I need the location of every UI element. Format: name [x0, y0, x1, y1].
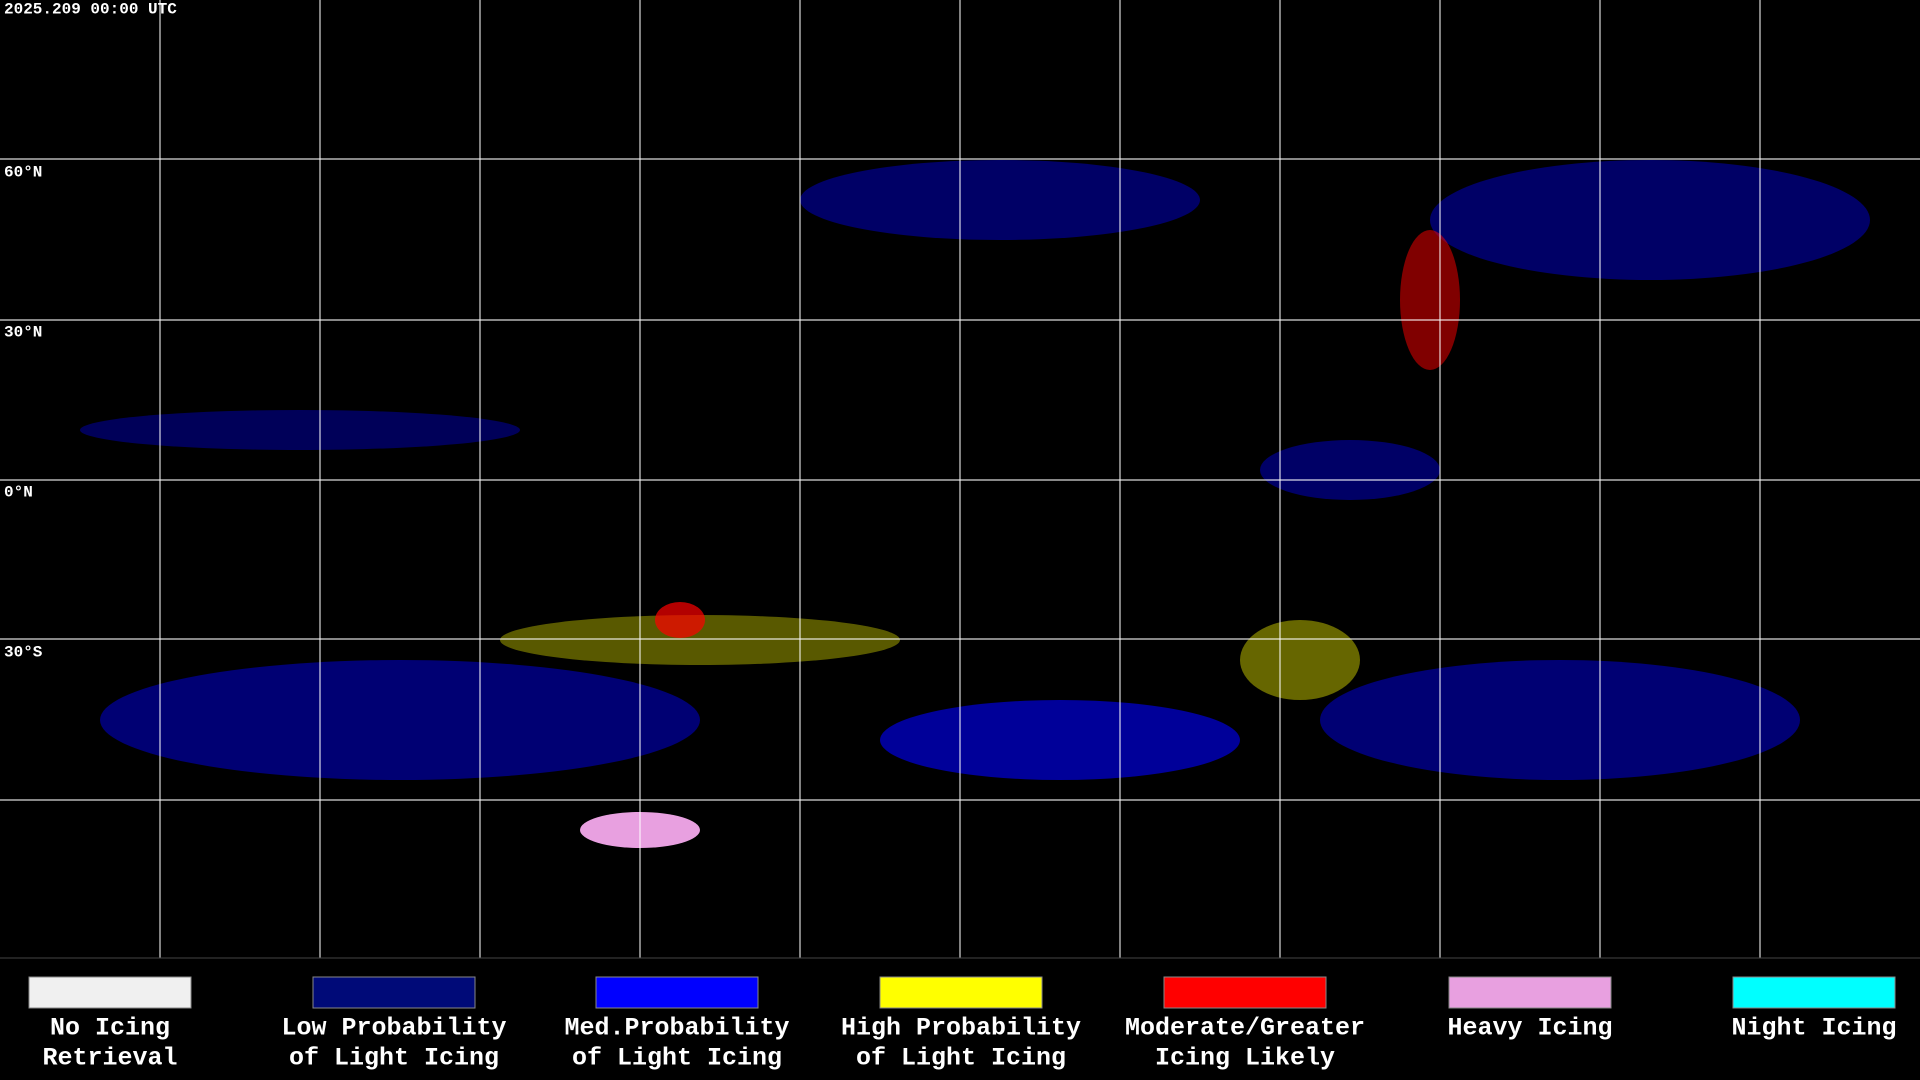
- imagery-patch: [1240, 620, 1360, 700]
- latitude-labels: 60°N 30°N 0°N 30°S: [4, 163, 43, 661]
- imagery-patch: [1430, 160, 1870, 280]
- legend-label: Moderate/Greater: [1125, 1014, 1365, 1043]
- legend-label: Low Probability: [281, 1014, 506, 1043]
- imagery-patch: [800, 160, 1200, 240]
- latitude-label: 30°N: [4, 323, 42, 341]
- latitude-label: 30°S: [4, 643, 43, 661]
- legend-swatch: [1448, 976, 1612, 1009]
- legend-swatch: [595, 976, 759, 1009]
- legend-label: Night Icing: [1731, 1014, 1896, 1043]
- latitude-label: 0°N: [4, 483, 33, 501]
- imagery-patch: [1320, 660, 1800, 780]
- legend-swatch: [28, 976, 192, 1009]
- legend-label: Icing Likely: [1155, 1044, 1335, 1073]
- timestamp: 2025.209 00:00 UTC: [4, 0, 177, 18]
- legend-swatch: [879, 976, 1043, 1009]
- legend-label: High Probability: [841, 1014, 1081, 1043]
- legend-label: of Light Icing: [289, 1044, 499, 1073]
- legend-label: of Light Icing: [856, 1044, 1066, 1073]
- legend-label: Retrieval: [42, 1044, 177, 1073]
- graticule: [0, 0, 1920, 958]
- legend-swatch: [1163, 976, 1327, 1009]
- legend-label: Heavy Icing: [1447, 1014, 1612, 1043]
- legend-swatch: [1732, 976, 1896, 1009]
- imagery-patch: [1400, 230, 1460, 370]
- imagery-patch: [655, 602, 705, 638]
- imagery-patch: [80, 410, 520, 450]
- imagery-patch: [100, 660, 700, 780]
- legend-label: Med.Probability: [564, 1014, 789, 1043]
- imagery-patch: [880, 700, 1240, 780]
- legend-label: No Icing: [50, 1014, 170, 1043]
- latitude-label: 60°N: [4, 163, 42, 181]
- legend-swatch: [312, 976, 476, 1009]
- imagery-patch: [1260, 440, 1440, 500]
- legend-label: of Light Icing: [572, 1044, 782, 1073]
